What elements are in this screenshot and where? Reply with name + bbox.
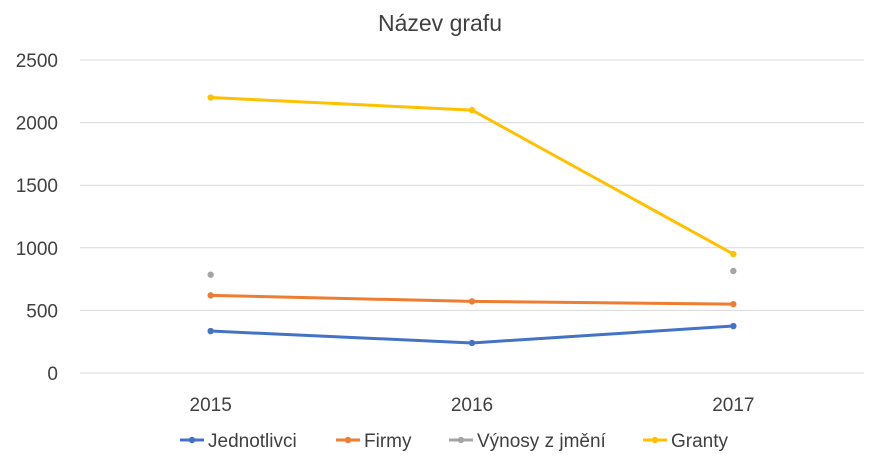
legend-label: Výnosy z jmění [477, 431, 607, 452]
legend-item: Jednotlivci [180, 431, 297, 452]
x-axis-ticks: 2015 2016 2017 [190, 395, 755, 416]
x-tick-label: 2016 [451, 395, 493, 416]
y-tick-label: 2500 [16, 51, 58, 72]
legend-label: Firmy [364, 431, 412, 452]
series-0 [207, 322, 737, 347]
data-point [730, 250, 737, 258]
legend-marker [457, 436, 465, 444]
legend-item: Firmy [336, 431, 412, 452]
legend-label: Granty [671, 431, 729, 452]
legend-marker [344, 436, 352, 444]
data-point [730, 267, 737, 275]
data-point [207, 271, 214, 278]
legend-label: Jednotlivci [208, 431, 297, 452]
gridlines [80, 59, 864, 374]
x-tick-label: 2015 [190, 395, 232, 416]
chart-title: Název grafu [378, 10, 502, 36]
legend-marker [651, 436, 659, 444]
data-point [207, 94, 214, 101]
y-tick-label: 500 [26, 301, 58, 322]
series-2 [207, 267, 737, 278]
y-tick-label: 2000 [16, 114, 58, 135]
legend-marker [188, 436, 196, 444]
data-point [468, 339, 476, 347]
legend-item: Granty [643, 431, 729, 452]
data-point [468, 298, 476, 305]
data-point [730, 322, 737, 330]
data-point [730, 300, 737, 308]
y-tick-label: 1000 [16, 239, 58, 260]
y-tick-label: 0 [47, 364, 58, 385]
series-3 [207, 94, 737, 258]
y-tick-label: 1500 [16, 176, 58, 197]
data-point [468, 106, 476, 114]
data-point [207, 292, 214, 299]
legend: Jednotlivci Firmy Výnosy z jmění Granty [180, 431, 729, 452]
legend-item: Výnosy z jmění [449, 431, 607, 452]
data-point [207, 327, 214, 335]
series-1 [207, 292, 737, 308]
y-axis-ticks: 0 500 1000 1500 2000 2500 [16, 51, 58, 385]
x-tick-label: 2017 [712, 395, 754, 416]
series-layer [207, 94, 737, 347]
series-line [210, 96, 735, 256]
